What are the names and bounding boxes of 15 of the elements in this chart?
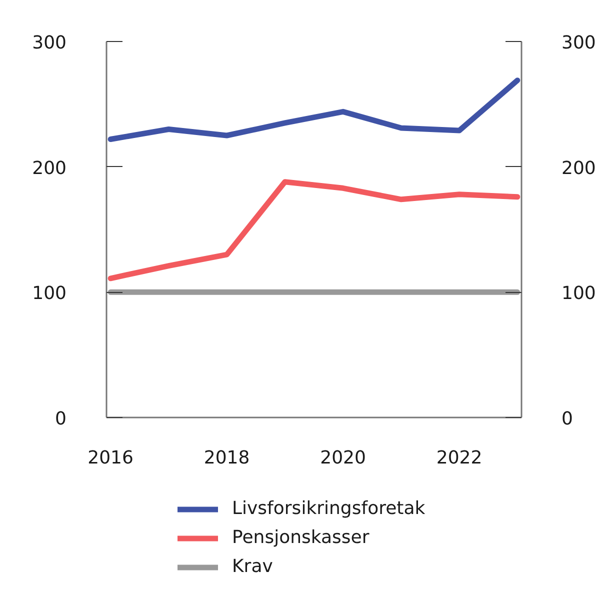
legend-label: Krav xyxy=(232,556,273,577)
x-tick-label: 2020 xyxy=(320,448,366,468)
legend-label: Livsforsikringsforetak xyxy=(232,498,426,519)
y-tick-label: 100 xyxy=(32,283,67,304)
y2-tick-label: 100 xyxy=(562,283,596,304)
legend-label: Pensjonskasser xyxy=(232,527,370,548)
y2-tick-label: 0 xyxy=(562,408,573,430)
y-tick-label: 200 xyxy=(32,158,67,179)
y2-tick-label: 200 xyxy=(562,158,596,179)
y-tick-label: 300 xyxy=(32,32,67,54)
y-tick-label: 0 xyxy=(55,408,66,430)
x-tick-label: 2016 xyxy=(88,448,134,468)
x-tick-label: 2018 xyxy=(204,448,250,468)
x-tick-label: 2022 xyxy=(436,448,482,468)
y2-tick-label: 300 xyxy=(562,32,596,54)
